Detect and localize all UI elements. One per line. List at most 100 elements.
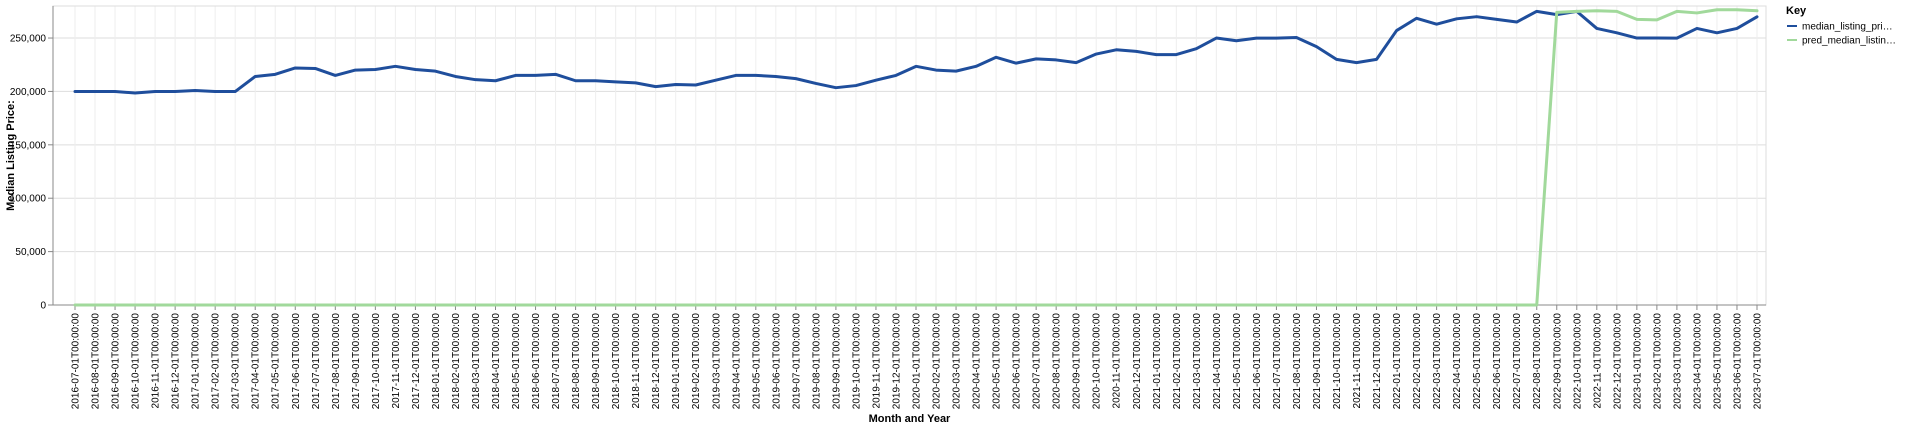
x-tick-label: 2018-09-01T00:00:00 — [591, 313, 602, 410]
x-tick-label: 2020-10-01T00:00:00 — [1092, 313, 1103, 410]
x-tick-label: 2021-06-01T00:00:00 — [1252, 313, 1263, 410]
plot-frame — [52, 5, 1767, 306]
x-tick-label: 2022-12-01T00:00:00 — [1612, 313, 1623, 410]
x-tick-label: 2017-11-01T00:00:00 — [391, 313, 402, 409]
x-tick-label: 2020-11-01T00:00:00 — [1112, 313, 1123, 409]
x-tick-label: 2019-04-01T00:00:00 — [731, 313, 742, 410]
x-tick-label: 2017-08-01T00:00:00 — [331, 313, 342, 410]
x-tick-label: 2022-03-01T00:00:00 — [1432, 313, 1443, 410]
y-tick-label: 100,000 — [10, 194, 47, 205]
x-tick-label: 2023-04-01T00:00:00 — [1692, 313, 1703, 410]
x-tick-label: 2018-08-01T00:00:00 — [571, 313, 582, 410]
x-tick-label: 2020-12-01T00:00:00 — [1132, 313, 1143, 410]
x-tick-label: 2020-08-01T00:00:00 — [1052, 313, 1063, 410]
x-tick-label: 2022-05-01T00:00:00 — [1472, 313, 1483, 410]
x-tick-label: 2017-02-01T00:00:00 — [211, 313, 222, 410]
x-tick-label: 2017-12-01T00:00:00 — [411, 313, 422, 410]
x-tick-label: 2022-09-01T00:00:00 — [1552, 313, 1563, 410]
x-tick-label: 2021-04-01T00:00:00 — [1212, 313, 1223, 410]
x-tick-label: 2018-05-01T00:00:00 — [511, 313, 522, 410]
y-tick-label: 150,000 — [10, 140, 47, 151]
legend: Key median_listing_pri… pred_median_listin… — [1786, 5, 1896, 47]
y-tick-label: 200,000 — [10, 87, 47, 98]
x-tick-label: 2018-03-01T00:00:00 — [471, 313, 482, 410]
x-tick-label: 2020-03-01T00:00:00 — [952, 313, 963, 410]
legend-title: Key — [1786, 5, 1807, 17]
x-tick-label: 2022-11-01T00:00:00 — [1592, 313, 1603, 409]
x-tick-label: 2020-02-01T00:00:00 — [932, 313, 943, 410]
x-tick-label: 2021-11-01T00:00:00 — [1352, 313, 1363, 409]
x-tick-label: 2019-01-01T00:00:00 — [671, 313, 682, 410]
x-tick-label: 2019-08-01T00:00:00 — [811, 313, 822, 410]
x-tick-label: 2020-09-01T00:00:00 — [1072, 313, 1083, 410]
legend-label-2: pred_median_listin… — [1802, 36, 1896, 47]
legend-label-1: median_listing_pri… — [1802, 22, 1893, 33]
x-tick-label: 2019-05-01T00:00:00 — [751, 313, 762, 410]
x-tick-label: 2022-04-01T00:00:00 — [1452, 313, 1463, 410]
gridlines — [53, 6, 1766, 306]
x-tick-label: 2022-07-01T00:00:00 — [1512, 313, 1523, 410]
x-tick-label: 2021-10-01T00:00:00 — [1332, 313, 1343, 410]
x-tick-label: 2022-01-01T00:00:00 — [1392, 313, 1403, 410]
x-tick-label: 2017-10-01T00:00:00 — [371, 313, 382, 410]
x-axis-title: Month and Year — [869, 413, 951, 425]
x-tick-label: 2019-02-01T00:00:00 — [691, 313, 702, 410]
x-tick-label: 2017-06-01T00:00:00 — [291, 313, 302, 410]
x-tick-label: 2021-05-01T00:00:00 — [1232, 313, 1243, 410]
y-tick-label: 50,000 — [15, 247, 46, 258]
x-tick-label: 2023-02-01T00:00:00 — [1652, 313, 1663, 410]
x-tick-label: 2021-02-01T00:00:00 — [1172, 313, 1183, 410]
x-tick-label: 2016-12-01T00:00:00 — [171, 313, 182, 410]
x-tick-label: 2016-07-01T00:00:00 — [71, 313, 82, 410]
x-tick-label: 2017-04-01T00:00:00 — [251, 313, 262, 410]
x-tick-label: 2020-05-01T00:00:00 — [992, 313, 1003, 410]
x-tick-label: 2020-01-01T00:00:00 — [912, 313, 923, 410]
series-line-2 — [73, 8, 1759, 307]
x-tick-label: 2021-12-01T00:00:00 — [1372, 313, 1383, 410]
series-lines — [73, 8, 1759, 307]
x-tick-label: 2019-06-01T00:00:00 — [771, 313, 782, 410]
x-tick-label: 2019-03-01T00:00:00 — [711, 313, 722, 410]
x-tick-label: 2016-09-01T00:00:00 — [111, 313, 122, 410]
x-tick-label: 2022-10-01T00:00:00 — [1572, 313, 1583, 410]
x-tick-label: 2017-05-01T00:00:00 — [271, 313, 282, 410]
x-tick-label: 2018-04-01T00:00:00 — [491, 313, 502, 410]
x-tick-label: 2021-07-01T00:00:00 — [1272, 313, 1283, 410]
x-tick-label: 2018-12-01T00:00:00 — [651, 313, 662, 410]
x-tick-label: 2023-07-01T00:00:00 — [1753, 313, 1764, 410]
x-tick-label: 2017-09-01T00:00:00 — [351, 313, 362, 410]
x-tick-label: 2019-11-01T00:00:00 — [871, 313, 882, 409]
x-tick-label: 2019-09-01T00:00:00 — [831, 313, 842, 410]
x-tick-label: 2021-09-01T00:00:00 — [1312, 313, 1323, 410]
x-tick-label: 2022-08-01T00:00:00 — [1532, 313, 1543, 410]
x-tick-label: 2018-11-01T00:00:00 — [631, 313, 642, 409]
x-tick-label: 2018-10-01T00:00:00 — [611, 313, 622, 410]
x-tick-label: 2018-01-01T00:00:00 — [431, 313, 442, 410]
axes: 0 50,000 100,000 150,000 200,000 250,000 2016-… — [10, 6, 1766, 409]
x-tick-label: 2021-03-01T00:00:00 — [1192, 313, 1203, 410]
x-tick-label: 2016-10-01T00:00:00 — [131, 313, 142, 410]
x-tick-label: 2018-07-01T00:00:00 — [551, 313, 562, 410]
x-tick-label: 2017-01-01T00:00:00 — [191, 313, 202, 410]
y-tick-label: 0 — [40, 301, 46, 312]
x-tick-label: 2019-10-01T00:00:00 — [851, 313, 862, 410]
x-tick-label: 2023-06-01T00:00:00 — [1732, 313, 1743, 410]
x-tick-label: 2019-12-01T00:00:00 — [891, 313, 902, 410]
x-tick-label: 2022-02-01T00:00:00 — [1412, 313, 1423, 410]
x-tick-label: 2021-01-01T00:00:00 — [1152, 313, 1163, 410]
x-tick-label: 2016-08-01T00:00:00 — [91, 313, 102, 410]
x-tick-label: 2019-07-01T00:00:00 — [791, 313, 802, 410]
x-tick-label: 2020-06-01T00:00:00 — [1012, 313, 1023, 410]
x-tick-label: 2017-03-01T00:00:00 — [231, 313, 242, 410]
x-tick-label: 2023-03-01T00:00:00 — [1672, 313, 1683, 410]
x-tick-label: 2017-07-01T00:00:00 — [311, 313, 322, 410]
y-axis-title: Median Listing Price: — [5, 100, 17, 211]
series-line-1 — [73, 9, 1759, 95]
x-tick-label: 2020-07-01T00:00:00 — [1032, 313, 1043, 410]
x-tick-label: 2022-06-01T00:00:00 — [1492, 313, 1503, 410]
y-tick-label: 250,000 — [10, 34, 47, 45]
x-tick-label: 2021-08-01T00:00:00 — [1292, 313, 1303, 410]
x-tick-label: 2020-04-01T00:00:00 — [972, 313, 983, 410]
